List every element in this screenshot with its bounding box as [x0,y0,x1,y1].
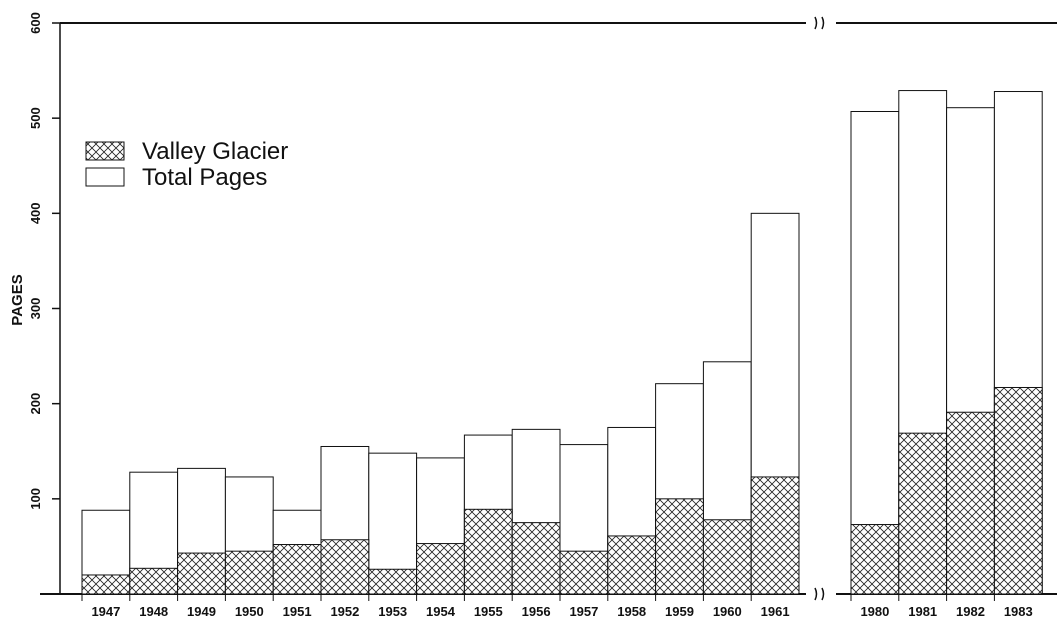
hatched-bar [850,524,900,595]
x-tick-label: 1955 [474,604,503,619]
x-tick-label: 1949 [187,604,216,619]
hatched-bar [463,508,513,595]
hatched-bar [946,411,995,595]
hatched-bar [272,544,322,595]
total-bar [850,111,900,595]
y-tick-label: 600 [28,12,43,34]
y-tick-label: 200 [28,393,43,415]
hatched-bar [81,574,131,595]
legend-swatch [85,167,125,187]
hatched-bar [177,552,226,595]
x-tick-label: 1951 [283,604,312,619]
x-tick-label: 1948 [139,604,168,619]
y-tick-label: 500 [28,107,43,129]
hatched-bar [898,432,948,595]
hatched-bar [129,567,179,595]
legend-label: Valley Glacier [142,138,288,165]
y-tick-label: 300 [28,298,43,320]
x-tick-label: 1958 [617,604,646,619]
axis-break [814,16,825,30]
hatched-bar [993,386,1043,595]
x-tick-label: 1960 [713,604,742,619]
hatched-bar [607,535,657,595]
hatched-bar [320,539,370,595]
hatched-bar [559,550,609,595]
x-tick-label: 1952 [330,604,359,619]
x-tick-label: 1953 [378,604,407,619]
x-tick-label: 1980 [860,604,889,619]
legend-swatch [85,141,125,161]
hatched-bar [750,476,800,595]
x-tick-label: 1950 [235,604,264,619]
legend-label: Total Pages [142,164,267,191]
y-tick-label: 100 [28,488,43,510]
x-tick-label: 1981 [908,604,937,619]
x-tick-label: 1961 [761,604,790,619]
y-tick-label: 400 [28,202,43,224]
x-tick-label: 1957 [569,604,598,619]
x-tick-label: 1954 [426,604,456,619]
x-tick-label: 1959 [665,604,694,619]
hatched-bar [655,498,704,595]
x-tick-label: 1956 [522,604,551,619]
y-axis-label: PAGES [9,274,26,325]
hatched-bar [511,522,561,595]
hatched-bar [224,550,274,595]
hatched-bar [368,568,418,595]
axis-break [814,587,825,601]
hatched-bar [702,519,752,595]
x-tick-label: 1983 [1004,604,1033,619]
hatched-bar [416,543,465,595]
x-tick-label: 1982 [956,604,985,619]
x-tick-label: 1947 [91,604,120,619]
